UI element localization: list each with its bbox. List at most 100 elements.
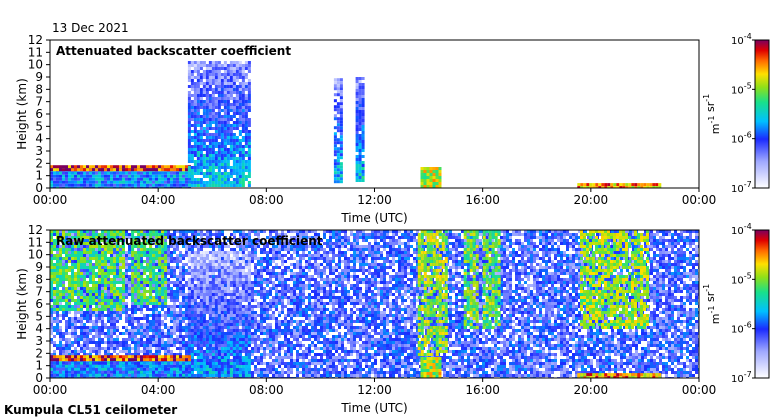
noise-cell: [251, 251, 254, 254]
noise-cell: [71, 317, 74, 320]
noise-cell: [68, 323, 71, 326]
feature-cell: [241, 94, 245, 97]
feature-cell: [223, 136, 227, 139]
noise-cell: [299, 311, 302, 314]
noise-cell: [197, 239, 200, 242]
feature-cell: [196, 112, 200, 115]
noise-cell: [53, 350, 56, 353]
feature-cell: [56, 186, 59, 188]
feature-cell: [336, 138, 340, 142]
noise-cell: [68, 320, 71, 323]
feature-cell: [232, 85, 236, 88]
noise-cell: [272, 275, 275, 278]
noise-cell: [137, 320, 140, 323]
feature-cell: [358, 107, 362, 110]
noise-cell: [251, 332, 254, 335]
noise-cell: [272, 305, 275, 308]
noise-cell: [182, 299, 185, 302]
feature-cell: [89, 168, 92, 172]
feature-cell: [214, 85, 218, 88]
noise-cell: [110, 317, 113, 320]
feature-cell: [193, 100, 197, 103]
noise-cell: [296, 368, 299, 371]
noise-cell: [272, 230, 275, 233]
feature-cell: [164, 183, 167, 187]
feature-cell: [358, 110, 362, 113]
feature-cell: [134, 180, 137, 184]
noise-cell: [71, 248, 74, 251]
noise-cell: [152, 326, 155, 329]
noise-cell: [290, 269, 293, 272]
noise-cell: [59, 338, 62, 341]
feature-cell: [244, 175, 248, 178]
feature-cell: [336, 129, 340, 133]
noise-cell: [296, 353, 299, 356]
feature-cell: [211, 160, 215, 163]
feature-cell: [119, 174, 122, 178]
feature-cell: [339, 84, 343, 88]
noise-cell: [251, 299, 254, 302]
noise-cell: [116, 299, 119, 302]
feature-cell: [164, 168, 167, 172]
noise-cell: [110, 314, 113, 317]
feature-cell: [339, 174, 343, 178]
feature-cell: [80, 171, 83, 175]
feature-cell: [196, 118, 200, 121]
feature-cell: [95, 180, 98, 184]
feature-cell: [50, 183, 53, 187]
feature-cell: [199, 160, 203, 163]
noise-cell: [302, 344, 305, 347]
noise-cell: [287, 308, 290, 311]
noise-cell: [107, 293, 110, 296]
feature-cell: [420, 179, 424, 182]
feature-cell: [199, 121, 203, 124]
noise-cell: [302, 335, 305, 338]
feature-cell: [232, 106, 236, 109]
noise-cell: [290, 263, 293, 266]
noise-cell: [302, 326, 305, 329]
feature-cell: [214, 64, 218, 67]
feature-cell: [101, 171, 104, 175]
feature-cell: [244, 61, 248, 64]
noise-cell: [275, 290, 278, 293]
feature-cell: [125, 183, 128, 187]
noise-cell: [260, 230, 263, 233]
noise-cell: [272, 248, 275, 251]
feature-cell: [238, 85, 242, 88]
noise-cell: [98, 320, 101, 323]
feature-cell: [247, 97, 251, 100]
noise-cell: [65, 320, 68, 323]
feature-cell: [113, 183, 116, 187]
feature-cell: [361, 119, 365, 122]
noise-cell: [179, 311, 182, 314]
noise-cell: [290, 230, 293, 233]
noise-cell: [140, 329, 143, 332]
noise-cell: [287, 242, 290, 245]
noise-cell: [272, 335, 275, 338]
noise-cell: [275, 272, 278, 275]
noise-cell: [179, 326, 182, 329]
feature-cell: [247, 154, 251, 157]
feature-cell: [229, 70, 233, 73]
feature-cell: [143, 180, 146, 184]
noise-cell: [257, 242, 260, 245]
feature-cell: [247, 151, 251, 154]
noise-cell: [194, 257, 197, 260]
feature-cell: [336, 87, 340, 91]
noise-cell: [176, 290, 179, 293]
feature-cell: [361, 176, 365, 179]
noise-cell: [275, 263, 278, 266]
noise-cell: [158, 335, 161, 338]
noise-cell: [119, 341, 122, 344]
feature-cell: [226, 82, 230, 85]
noise-cell: [131, 284, 134, 287]
noise-cell: [53, 305, 56, 308]
feature-cell: [179, 171, 182, 175]
noise-cell: [152, 344, 155, 347]
feature-cell: [217, 64, 221, 67]
colorbar-gradient: [754, 39, 770, 189]
noise-cell: [176, 287, 179, 290]
noise-cell: [260, 296, 263, 299]
feature-cell: [196, 172, 200, 175]
noise-cell: [143, 329, 146, 332]
